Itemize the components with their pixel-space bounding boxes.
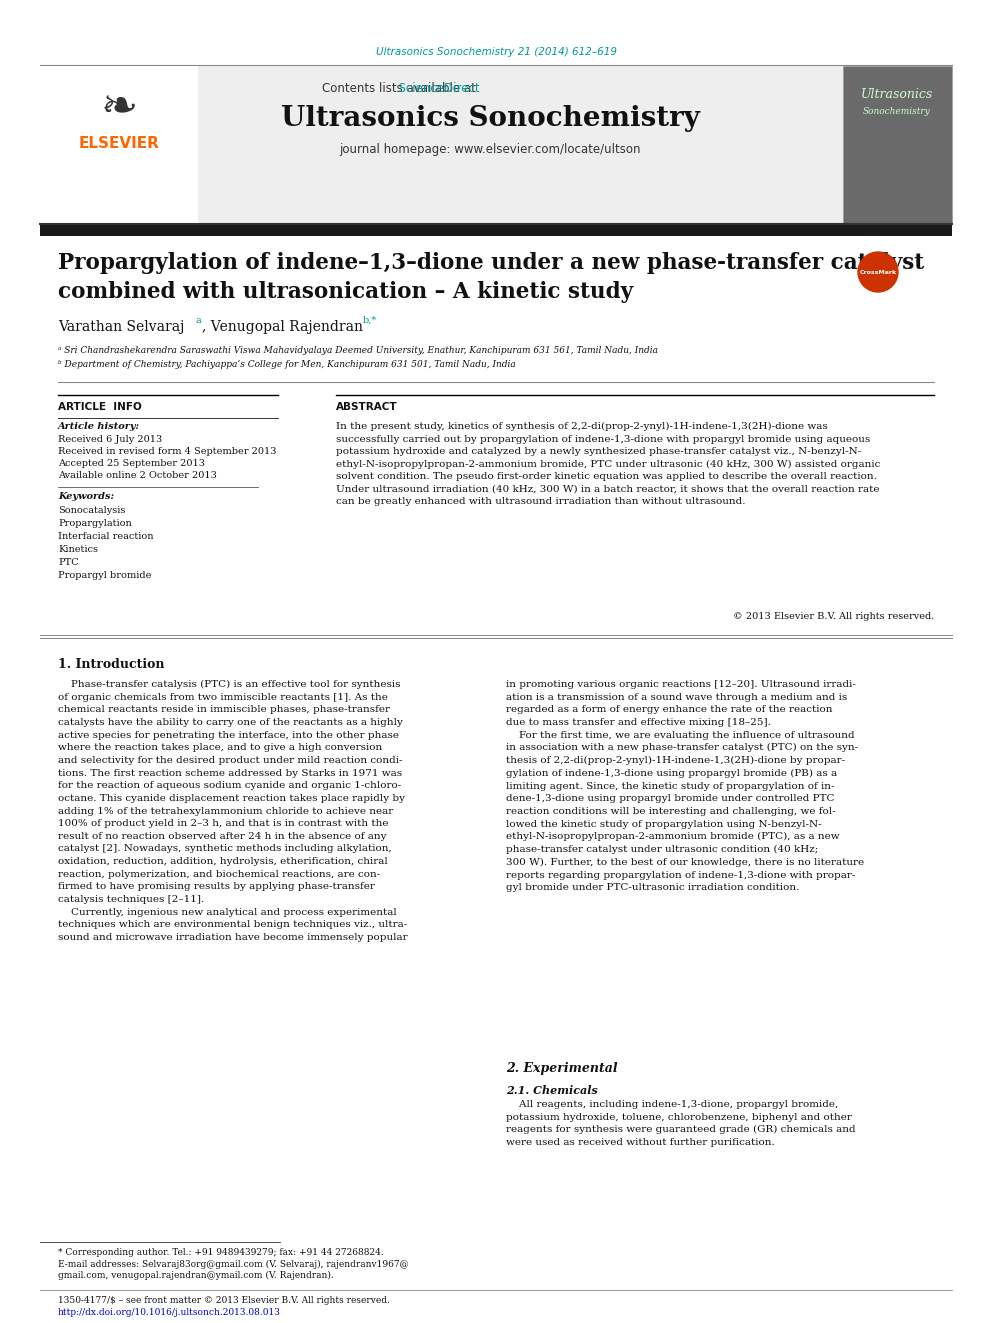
Bar [843,66,952,224]
Text: a: a [195,316,200,325]
Text: ABSTRACT: ABSTRACT [336,402,398,411]
Text: Ultrasonics: Ultrasonics [861,89,933,102]
Text: Sonocatalysis: Sonocatalysis [58,505,125,515]
Text: ❧: ❧ [100,86,138,130]
Text: Article history:: Article history: [58,422,140,431]
Text: E-mail addresses: Selvaraj83org@gmail.com (V. Selvaraj), rajendranv1967@
gmail.c: E-mail addresses: Selvaraj83org@gmail.co… [58,1259,409,1279]
Text: 1. Introduction: 1. Introduction [58,658,165,671]
Text: * Corresponding author. Tel.: +91 9489439279; fax: +91 44 27268824.: * Corresponding author. Tel.: +91 948943… [58,1248,384,1257]
Text: Sonochemistry: Sonochemistry [863,107,930,116]
Text: Kinetics: Kinetics [58,545,98,554]
Text: Phase-transfer catalysis (PTC) is an effective tool for synthesis
of organic che: Phase-transfer catalysis (PTC) is an eff… [58,680,408,942]
Text: ᵃ Sri Chandrashekarendra Saraswathi Viswa Mahavidyalaya Deemed University, Enath: ᵃ Sri Chandrashekarendra Saraswathi Visw… [58,347,658,355]
Text: ᵇ Department of Chemistry, Pachiyappa’s College for Men, Kanchipuram 631 501, Ta: ᵇ Department of Chemistry, Pachiyappa’s … [58,360,516,369]
Text: Contents lists available at: Contents lists available at [322,82,480,94]
Text: Propargylation: Propargylation [58,519,132,528]
Text: ScienceDirect: ScienceDirect [272,82,480,94]
Text: PTC: PTC [58,558,78,568]
Text: , Venugopal Rajendran: , Venugopal Rajendran [202,320,363,333]
Text: CrossMark: CrossMark [859,270,897,274]
Text: Propargylation of indene–1,3–dione under a new phase-transfer catalyst
combined : Propargylation of indene–1,3–dione under… [58,251,925,303]
Text: Interfacial reaction: Interfacial reaction [58,532,154,541]
Text: Received 6 July 2013: Received 6 July 2013 [58,435,163,445]
Bar [40,225,952,235]
Text: Keywords:: Keywords: [58,492,114,501]
Text: Ultrasonics Sonochemistry 21 (2014) 612–619: Ultrasonics Sonochemistry 21 (2014) 612–… [376,48,616,57]
Text: Available online 2 October 2013: Available online 2 October 2013 [58,471,217,480]
Text: Received in revised form 4 September 2013: Received in revised form 4 September 201… [58,447,277,456]
Text: ELSEVIER: ELSEVIER [78,135,160,151]
Text: http://dx.doi.org/10.1016/j.ultsonch.2013.08.013: http://dx.doi.org/10.1016/j.ultsonch.201… [58,1308,281,1316]
Text: in promoting various organic reactions [12–20]. Ultrasound irradi-
ation is a tr: in promoting various organic reactions [… [506,680,864,893]
Bar [40,66,198,224]
Text: Propargyl bromide: Propargyl bromide [58,572,152,579]
Text: journal homepage: www.elsevier.com/locate/ultson: journal homepage: www.elsevier.com/locat… [339,143,641,156]
Text: In the present study, kinetics of synthesis of 2,2-di(prop-2-ynyl)-1H-indene-1,3: In the present study, kinetics of synthe… [336,422,880,507]
Text: 2. Experimental: 2. Experimental [506,1062,618,1076]
Text: ARTICLE  INFO: ARTICLE INFO [58,402,142,411]
Bar [40,66,952,224]
Text: Varathan Selvaraj: Varathan Selvaraj [58,320,185,333]
Text: 2.1. Chemicals: 2.1. Chemicals [506,1085,598,1095]
Text: Ultrasonics Sonochemistry: Ultrasonics Sonochemistry [281,105,699,131]
Text: © 2013 Elsevier B.V. All rights reserved.: © 2013 Elsevier B.V. All rights reserved… [733,613,934,620]
Circle shape [858,251,898,292]
Text: All reagents, including indene-1,3-dione, propargyl bromide,
potassium hydroxide: All reagents, including indene-1,3-dione… [506,1099,856,1147]
Circle shape [866,255,890,280]
Text: b,*: b,* [363,316,377,325]
Text: 1350-4177/$ – see front matter © 2013 Elsevier B.V. All rights reserved.: 1350-4177/$ – see front matter © 2013 El… [58,1297,390,1304]
Text: Accepted 25 September 2013: Accepted 25 September 2013 [58,459,205,468]
